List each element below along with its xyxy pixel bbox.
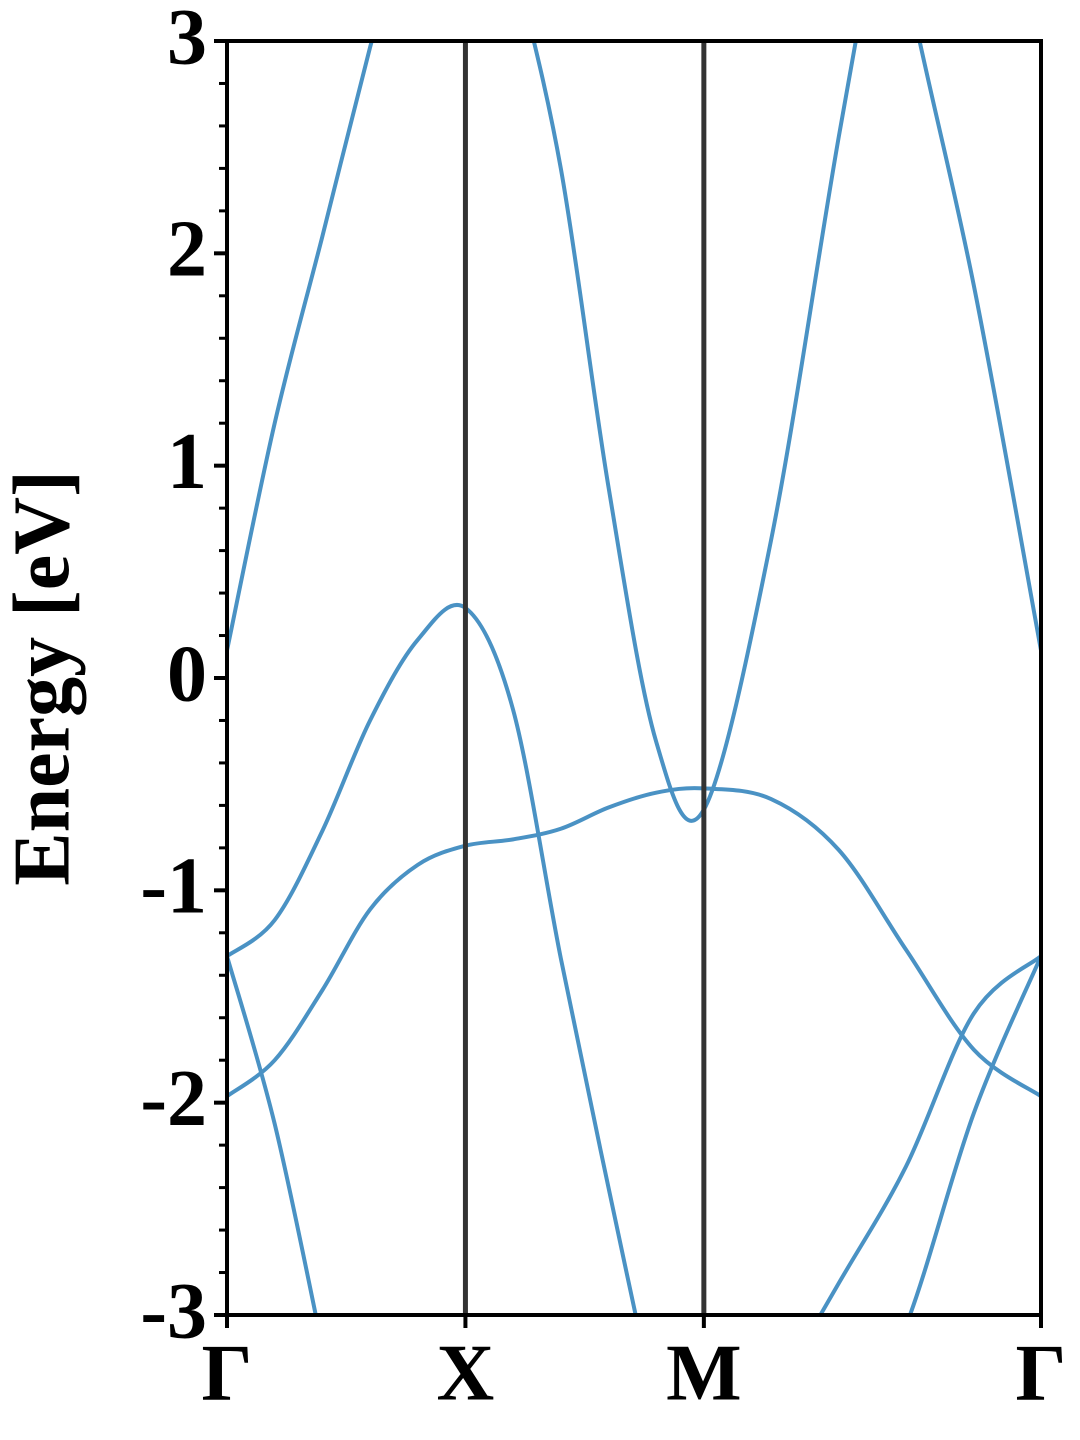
x-tick-label: Γ: [202, 1329, 253, 1417]
band-line: [907, 955, 1041, 1315]
band-line: [531, 41, 858, 823]
band-line: [227, 955, 318, 1315]
plot-frame: [225, 39, 1043, 1317]
band-line: [818, 954, 1041, 1315]
band-line: [227, 786, 1041, 1098]
y-axis-label: Energy [eV]: [0, 470, 86, 885]
y-tick-label: 0: [167, 630, 207, 718]
y-tick-label: -2: [140, 1055, 207, 1143]
y-tick-label: 1: [167, 418, 207, 506]
y-tick-label: 2: [167, 206, 207, 294]
x-tick-label: Γ: [1016, 1329, 1067, 1417]
band-line: [227, 603, 638, 1315]
y-tick-label: -1: [140, 843, 207, 931]
y-tick-label: 3: [167, 0, 207, 81]
y-tick-label: -3: [140, 1267, 207, 1355]
x-tick-label: M: [666, 1329, 742, 1417]
plot-area: [227, 41, 1041, 1315]
x-tick-label: X: [437, 1329, 495, 1417]
band-line: [227, 41, 374, 651]
band-line: [917, 41, 1041, 651]
